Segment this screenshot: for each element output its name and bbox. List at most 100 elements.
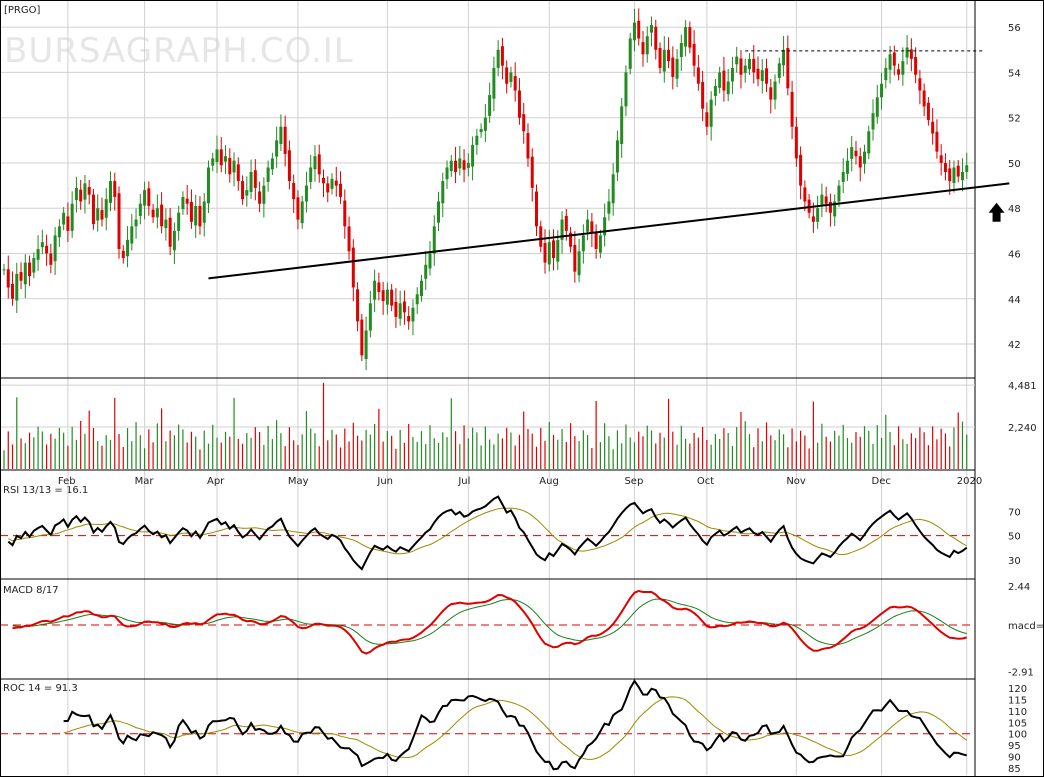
candle-body — [351, 247, 355, 288]
roc-tick-label: 100 — [1008, 730, 1027, 741]
macd-tick-label: -2.91 — [1008, 668, 1034, 679]
candle-body — [121, 250, 125, 259]
candle-body — [488, 95, 492, 116]
month-label: Apr — [207, 476, 225, 487]
candle-body — [965, 165, 969, 173]
candle-body — [283, 126, 287, 154]
candle-body — [773, 81, 777, 100]
candle-body — [709, 99, 713, 127]
candle-body — [701, 81, 705, 109]
roc-tick-label: 85 — [1008, 764, 1021, 775]
candle-body — [752, 58, 756, 73]
candle-body — [241, 181, 245, 200]
candle-body — [692, 43, 696, 66]
candle-body — [394, 301, 398, 317]
month-label: Jul — [457, 476, 470, 487]
candle-body — [466, 162, 470, 168]
candle-body — [194, 205, 198, 226]
candle-body — [232, 160, 236, 173]
candle-body — [49, 253, 53, 265]
candle-body — [632, 22, 636, 41]
candle-body — [799, 154, 803, 186]
roc-line — [63, 679, 967, 771]
candle-body — [948, 168, 952, 182]
candle-body — [62, 212, 66, 225]
candle-body — [339, 183, 343, 197]
candle-body — [569, 232, 573, 247]
candle-body — [897, 69, 901, 75]
candle-body — [560, 219, 564, 240]
candle-body — [407, 315, 411, 322]
candle-body — [11, 283, 15, 299]
candle-body — [658, 47, 662, 68]
candle-body — [952, 167, 956, 183]
candle-body — [385, 289, 389, 305]
candle-body — [654, 26, 658, 50]
candle-body — [206, 167, 210, 204]
candle-body — [411, 307, 415, 322]
candle-body — [185, 198, 189, 204]
candle-body — [381, 290, 385, 302]
candle-body — [6, 269, 10, 288]
candle-body — [479, 129, 483, 133]
candle-body — [786, 47, 790, 89]
candle-body — [522, 114, 526, 132]
candle-body — [441, 181, 445, 204]
candle-body — [330, 178, 334, 189]
price-tick-label: 48 — [1008, 204, 1021, 215]
candle-body — [513, 76, 517, 91]
candle-body — [841, 172, 845, 182]
volume-tick-label: 2,240 — [1008, 423, 1037, 434]
candle-body — [922, 90, 926, 107]
candle-body — [360, 319, 364, 356]
candle-body — [483, 117, 487, 131]
candle-body — [637, 20, 641, 39]
candle-body — [458, 158, 462, 169]
candle-body — [641, 42, 645, 55]
candle-body — [914, 57, 918, 75]
candle-body — [313, 156, 317, 170]
candle-body — [471, 144, 475, 167]
candle-body — [326, 183, 330, 193]
up-arrow-icon — [988, 202, 1005, 222]
candle-body — [228, 157, 232, 175]
candle-body — [96, 208, 100, 221]
rsi-signal-line — [8, 507, 967, 556]
candle-body — [926, 102, 930, 120]
candle-body — [317, 154, 321, 175]
candle-body — [871, 113, 875, 130]
price-tick-label: 46 — [1008, 250, 1021, 261]
candle-body — [454, 160, 458, 173]
candle-body — [696, 67, 700, 84]
candle-body — [147, 188, 151, 206]
candle-body — [168, 217, 172, 247]
candle-body — [398, 303, 402, 319]
candle-body — [564, 215, 568, 231]
volume-tick-label: 4,481 — [1008, 381, 1037, 392]
candle-body — [790, 91, 794, 127]
candle-body — [279, 126, 283, 144]
candle-body — [36, 248, 40, 260]
candle-body — [684, 27, 688, 47]
price-tick-label: 54 — [1008, 68, 1021, 79]
candle-body — [300, 201, 304, 224]
candle-body — [189, 201, 193, 222]
rsi-tick-label: 70 — [1008, 507, 1021, 518]
candle-body — [377, 282, 381, 292]
candle-body — [402, 301, 406, 313]
candle-body — [901, 61, 905, 75]
candle-body — [134, 219, 138, 227]
macd-tick-label: 2.44 — [1008, 582, 1030, 593]
candle-body — [722, 70, 726, 91]
candle-body — [918, 78, 922, 91]
candle-body — [713, 86, 717, 96]
candle-body — [679, 43, 683, 58]
month-label: Sep — [624, 476, 643, 487]
candle-body — [28, 262, 32, 277]
candle-body — [364, 330, 368, 359]
candle-body — [530, 156, 534, 188]
candle-body — [624, 72, 628, 107]
candle-body — [688, 27, 692, 48]
candle-body — [70, 203, 74, 231]
